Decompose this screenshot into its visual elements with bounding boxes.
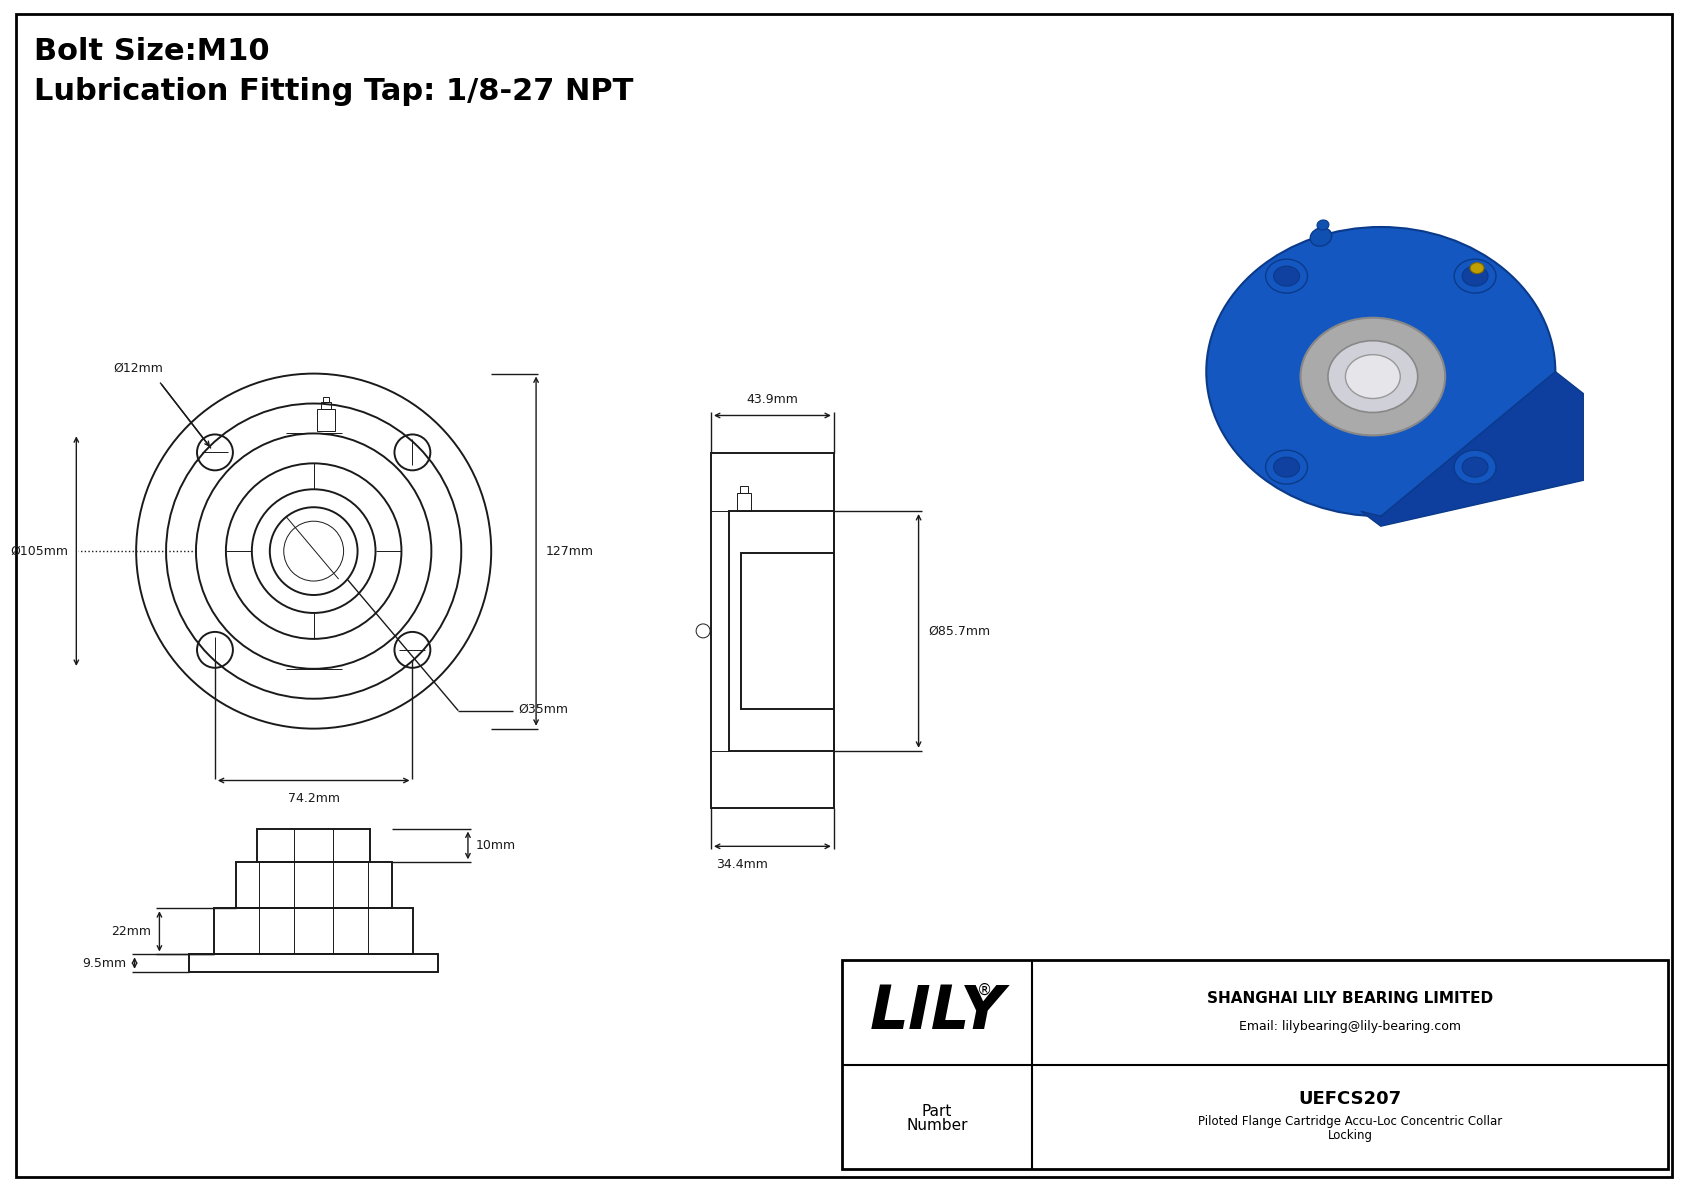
Text: Ø35mm: Ø35mm	[519, 703, 568, 716]
Ellipse shape	[1470, 263, 1484, 274]
Ellipse shape	[1310, 227, 1332, 247]
Bar	[711, 454, 834, 809]
Bar	[236, 862, 392, 909]
Text: Piloted Flange Cartridge Accu-Loc Concentric Collar: Piloted Flange Cartridge Accu-Loc Concen…	[1197, 1115, 1502, 1128]
Text: 127mm: 127mm	[546, 544, 594, 557]
Bar	[729, 511, 834, 750]
Bar	[258, 829, 370, 862]
Text: Bolt Size:M10: Bolt Size:M10	[34, 37, 269, 67]
Text: Lubrication Fitting Tap: 1/8-27 NPT: Lubrication Fitting Tap: 1/8-27 NPT	[34, 77, 633, 106]
Text: 10mm: 10mm	[477, 838, 515, 852]
Bar	[741, 486, 748, 493]
Ellipse shape	[1317, 220, 1329, 230]
Text: ®: ®	[977, 983, 992, 998]
PathPatch shape	[1361, 372, 1583, 526]
Ellipse shape	[1453, 260, 1495, 293]
Text: 74.2mm: 74.2mm	[288, 792, 340, 805]
Ellipse shape	[1462, 266, 1489, 286]
Text: UEFCS207: UEFCS207	[1298, 1090, 1401, 1108]
Ellipse shape	[1300, 318, 1445, 436]
Text: Ø12mm: Ø12mm	[113, 362, 163, 375]
Text: Ø85.7mm: Ø85.7mm	[928, 624, 990, 637]
Bar	[738, 493, 751, 511]
Bar	[741, 553, 834, 709]
Bar	[189, 954, 438, 972]
Bar	[214, 909, 413, 954]
Text: 34.4mm: 34.4mm	[716, 859, 768, 872]
Bar	[323, 397, 328, 401]
Ellipse shape	[1273, 457, 1300, 478]
Ellipse shape	[1273, 266, 1300, 286]
Ellipse shape	[1329, 341, 1418, 412]
Text: Part: Part	[921, 1104, 951, 1118]
Text: Number: Number	[906, 1117, 968, 1133]
Bar	[317, 410, 335, 431]
Text: Ø105mm: Ø105mm	[10, 544, 69, 557]
Bar	[320, 401, 330, 410]
Text: Locking: Locking	[1327, 1129, 1372, 1141]
Ellipse shape	[1266, 450, 1307, 484]
Ellipse shape	[1462, 457, 1489, 478]
Ellipse shape	[1346, 355, 1401, 399]
Text: 22mm: 22mm	[111, 925, 152, 937]
Text: 9.5mm: 9.5mm	[83, 956, 126, 969]
Ellipse shape	[1206, 227, 1556, 516]
Text: LILY: LILY	[869, 983, 1005, 1042]
Text: SHANGHAI LILY BEARING LIMITED: SHANGHAI LILY BEARING LIMITED	[1207, 991, 1494, 1006]
Text: Email: lilybearing@lily-bearing.com: Email: lilybearing@lily-bearing.com	[1239, 1019, 1462, 1033]
Bar	[842, 960, 1669, 1170]
Text: 43.9mm: 43.9mm	[746, 393, 798, 405]
Ellipse shape	[1453, 450, 1495, 484]
Ellipse shape	[1266, 260, 1307, 293]
